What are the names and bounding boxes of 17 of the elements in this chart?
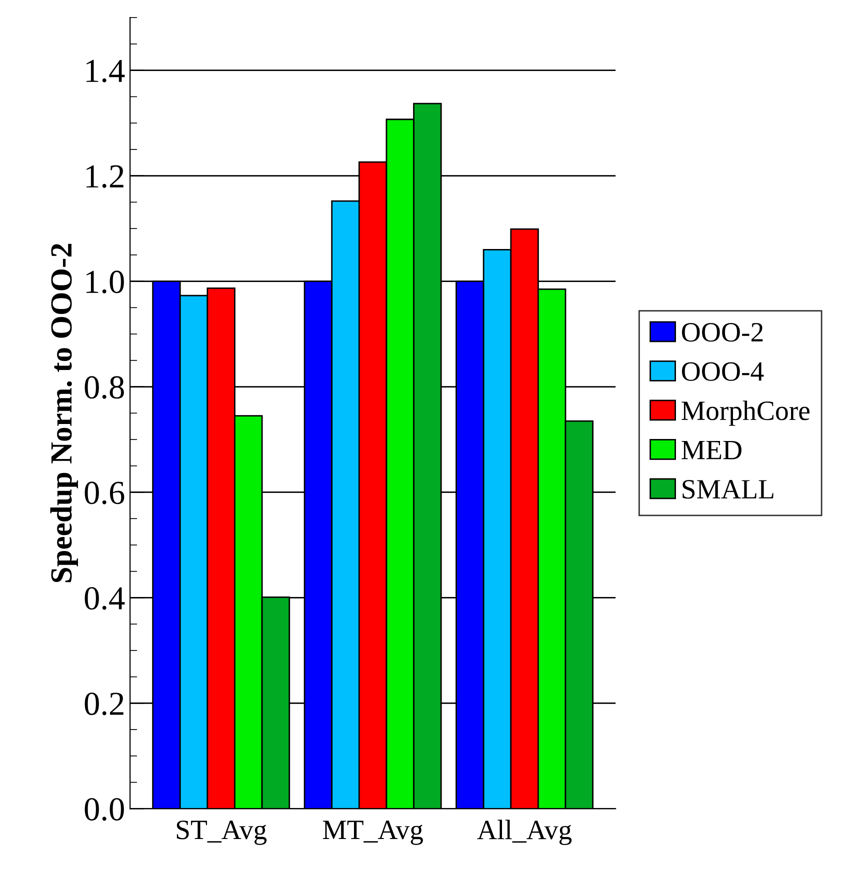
y-tick-label: 0.6 (84, 482, 124, 504)
legend-label: MorphCore (682, 400, 810, 426)
y-axis-title: Speedup Norm. to OOO-2 (50, 244, 78, 582)
y-tick-label: 0.8 (84, 376, 124, 399)
y-tick-label: 1.2 (86, 165, 124, 188)
y-tick-label: 0.2 (84, 692, 124, 716)
y-tick-label: 0.4 (84, 587, 125, 610)
legend-label: OOO-2 (682, 323, 763, 342)
legend-label: MED (682, 440, 742, 460)
legend-label: SMALL (682, 480, 774, 499)
y-tick-label: 1.4 (86, 60, 125, 82)
x-tick-label: All_Avg (477, 820, 572, 846)
x-tick-label: ST_Avg (176, 820, 267, 845)
legend-label: OOO-4 (682, 362, 764, 381)
x-tick-label: MT_Avg (322, 820, 423, 845)
y-tick-label: 1.0 (86, 270, 124, 294)
y-tick-label: 0.0 (84, 798, 124, 821)
